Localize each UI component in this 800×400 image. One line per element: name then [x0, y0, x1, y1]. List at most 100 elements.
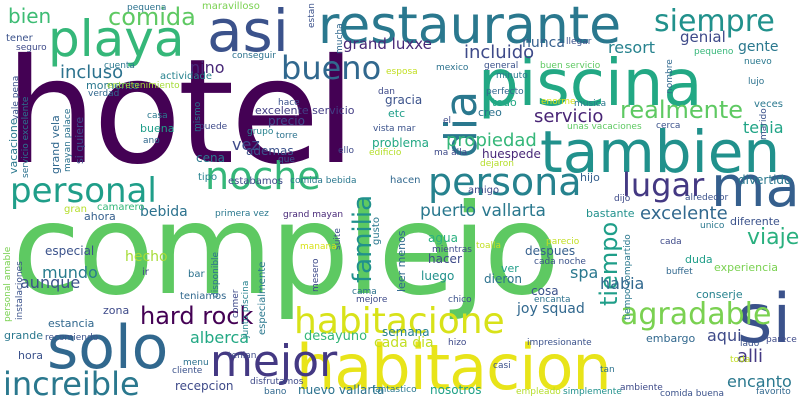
word-cosa: cosa — [531, 284, 559, 298]
word-mexico: mexico — [436, 63, 469, 73]
word-simplemente: simplemente — [563, 387, 622, 397]
word-todo: todo — [492, 96, 517, 109]
word-genial: genial — [680, 28, 726, 46]
word-siempre: siempre — [654, 4, 775, 39]
word-hace: hace — [278, 98, 300, 108]
word-nombre: nombre — [665, 59, 675, 94]
word-toda: toda — [730, 355, 751, 365]
word-general: general — [484, 61, 519, 71]
word-veces: veces — [754, 99, 783, 110]
word-cerca: cerca — [656, 121, 681, 131]
word-increible: increible — [3, 365, 140, 400]
word-aqui: aqui — [707, 326, 742, 345]
word-que: que — [278, 155, 295, 165]
word-si-quiere: si quiere — [73, 116, 86, 164]
word-perfecto: perfecto — [486, 87, 524, 97]
word-hecho: hecho — [125, 249, 168, 265]
word-verdad: verdad — [88, 89, 120, 99]
word-experiencia: experiencia — [714, 261, 778, 274]
word-despues: despues — [525, 244, 576, 258]
word-lujo: lujo — [748, 77, 765, 87]
word-estancia: estancia — [48, 317, 95, 330]
word-vista-mar: vista mar — [373, 124, 416, 134]
word-restaurante: restaurante — [318, 0, 622, 56]
word-edificio: edificio — [369, 148, 402, 158]
word-nunca: nunca — [522, 35, 565, 51]
word-gran: gran — [64, 204, 87, 215]
word-pequena: pequena — [127, 3, 167, 13]
word-habitacion: habitacion — [296, 331, 612, 400]
word-personal-amable: personal amable — [3, 246, 13, 322]
word-toalla: toalla — [476, 241, 502, 251]
word-hacer: hacer — [428, 252, 462, 266]
word-grande: grande — [4, 329, 43, 342]
word-tenia: tenia — [743, 118, 784, 137]
word-creo: creo — [478, 106, 502, 119]
word-enorme: enorme — [541, 97, 576, 107]
word-cada: cada — [660, 237, 682, 247]
word-actividade: actividade — [160, 71, 212, 82]
word-ano: ano — [143, 136, 160, 146]
word-grupo: grupo — [247, 127, 274, 137]
word-estan: estan — [307, 3, 317, 28]
word-minuto: minuto — [496, 71, 528, 81]
word-grand-luxxe: grand luxxe — [343, 35, 432, 53]
word-dijo: dijo — [614, 194, 631, 204]
word-semana: semana — [382, 325, 430, 339]
word-nuevo: nuevo — [744, 57, 772, 67]
word-tener: tener — [6, 33, 33, 44]
word-pequeno: pequeno — [694, 47, 734, 57]
word-dejaron: dejaron — [480, 159, 514, 169]
word-desayuno: desayuno — [304, 329, 368, 344]
word-agua: agua — [428, 231, 458, 245]
word-grand-vela: grand vela — [49, 115, 62, 174]
word-complejo: complejo — [12, 178, 560, 323]
word-luego: luego — [421, 269, 455, 283]
word-mesero: mesero — [311, 258, 321, 292]
word-incluido: incluido — [464, 42, 535, 63]
word-llegar: llegar — [566, 37, 592, 47]
word-comida-buena: comida buena — [660, 389, 724, 399]
word-puede: puede — [199, 122, 228, 132]
word-lugar: lugar — [622, 166, 705, 204]
word-cada-noche: cada noche — [534, 257, 586, 267]
word-hora: hora — [18, 349, 43, 362]
word-mucha: mucha — [335, 23, 345, 54]
word-tiempo-compartido: tiempo compartido — [623, 234, 633, 320]
word-bar: bar — [188, 269, 205, 280]
word-hard-rock: hard rock — [140, 302, 254, 330]
word-especialmente: especialmente — [257, 261, 268, 335]
word-vez: vez — [232, 135, 260, 154]
word-casa: casa — [147, 111, 168, 121]
word-comer: comer — [231, 289, 241, 318]
word-ademas: ademas — [246, 144, 294, 158]
word-hacen: hacen — [390, 175, 421, 186]
word-parecio: parecio — [546, 237, 580, 247]
word-torre: torre — [276, 131, 298, 141]
word-parece: parece — [766, 335, 797, 345]
word-maravilloso: maravilloso — [202, 1, 260, 12]
word-seguro: seguro — [16, 43, 47, 53]
word-bebida: bebida — [140, 204, 188, 220]
word-divertido: divertido — [738, 173, 792, 187]
word-tiempo: tiempo — [595, 221, 623, 306]
word-empleado: empleado — [516, 387, 561, 397]
word-mejore: mejore — [356, 295, 388, 305]
word-etc: etc — [388, 107, 406, 120]
word-nino: nino — [190, 58, 225, 77]
word-marido: marido — [759, 108, 769, 140]
word-chico: chico — [448, 295, 472, 305]
word-solo: solo — [47, 313, 169, 383]
word-noche: noche — [205, 154, 321, 198]
word-conserje: conserje — [696, 288, 743, 301]
word-alberca: alberca — [190, 328, 250, 347]
word-gracia: gracia — [385, 93, 423, 107]
word-mientras: mientras — [432, 245, 472, 255]
word-ahora: ahora — [84, 210, 116, 223]
word-puerto-vallarta: puerto vallarta — [420, 201, 546, 221]
word-spa: spa — [570, 263, 599, 282]
word-viaje: viaje — [747, 225, 800, 250]
word-musica: musica — [574, 99, 607, 109]
word-ambiente: ambiente — [620, 383, 663, 393]
